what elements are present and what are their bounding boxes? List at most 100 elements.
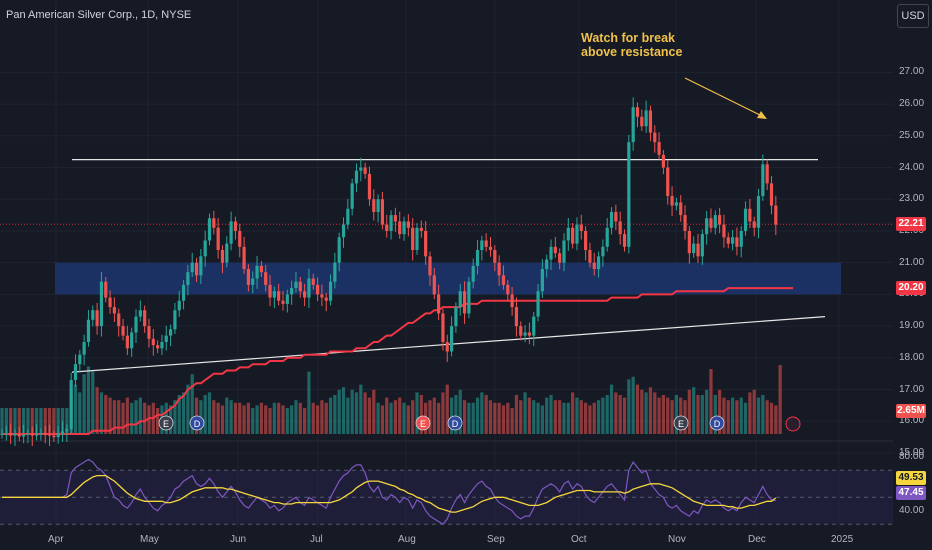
volume-bar: [78, 392, 82, 434]
candles: [0, 97, 778, 447]
volume-bar: [449, 397, 454, 434]
volume-bar: [709, 369, 713, 434]
volume-bar: [277, 402, 281, 434]
candle-body: [311, 278, 315, 285]
volume-bar: [579, 400, 583, 434]
candle-body: [743, 208, 748, 231]
candle-body: [341, 224, 346, 238]
volume-bar: [272, 402, 276, 434]
candle-body: [419, 227, 423, 231]
candle-body: [765, 164, 769, 184]
volume-bar: [121, 402, 125, 434]
volume-bar: [112, 400, 116, 434]
volume-bar: [251, 408, 255, 434]
volume-bar: [337, 389, 341, 434]
candle-body: [173, 310, 177, 330]
candle-body: [510, 294, 514, 308]
candle-body: [220, 249, 225, 263]
rsi-panel: [0, 458, 893, 526]
volume-bar: [34, 408, 39, 434]
candle-body: [437, 294, 441, 314]
volume-bar: [510, 408, 514, 434]
volume-bar: [341, 387, 346, 434]
candle-body: [156, 345, 160, 349]
candle-body: [553, 246, 557, 254]
candle-body: [752, 221, 756, 228]
candle-body: [255, 265, 259, 279]
volume-bars: [0, 365, 782, 434]
volume-bar: [635, 384, 640, 434]
candle-body: [194, 262, 199, 276]
candle-body: [372, 199, 376, 212]
candle-body: [56, 433, 60, 438]
candle-body: [618, 221, 622, 235]
volume-bar: [536, 402, 540, 434]
candle-body: [635, 107, 640, 117]
candle-body: [601, 246, 605, 257]
candle-body: [147, 326, 151, 339]
earnings-marker: [158, 415, 174, 431]
candle-body: [264, 272, 268, 285]
candle-body: [164, 335, 168, 342]
volume-bar: [324, 402, 328, 434]
time-tick: Aug: [398, 534, 416, 545]
volume-bar: [4, 408, 8, 434]
candle-body: [65, 429, 69, 432]
volume-bar: [246, 402, 251, 434]
candle-body: [290, 288, 294, 295]
volume-bar: [700, 395, 704, 434]
volume-bar: [497, 402, 501, 434]
volume-bar: [523, 392, 527, 434]
rsi-tick: 40.00: [899, 504, 925, 516]
candle-body: [393, 215, 397, 222]
volume-bar: [190, 374, 194, 434]
candle-body: [411, 227, 415, 250]
candle-body: [640, 116, 644, 127]
candle-body: [246, 269, 251, 285]
marker-label: E: [420, 419, 426, 429]
candle-body: [644, 110, 648, 127]
annotation-arrowhead: [757, 111, 767, 119]
candle-body: [756, 196, 761, 228]
volume-bar: [86, 366, 91, 434]
candle-body: [661, 154, 666, 168]
marker-label: E: [163, 419, 169, 429]
marker-label: D: [194, 419, 201, 429]
candle-body: [566, 227, 570, 241]
volume-badge: 2.65M: [896, 404, 926, 418]
volume-bar: [389, 402, 393, 434]
volume-bar: [203, 395, 207, 434]
volume-bar: [514, 395, 519, 434]
price-tick: 15.00: [899, 447, 925, 458]
candle-body: [428, 256, 432, 276]
volume-bar: [298, 402, 302, 434]
candle-body: [475, 249, 480, 266]
candle-body: [186, 272, 190, 285]
volume-bar: [666, 397, 670, 434]
volume-bar: [471, 402, 475, 434]
candle-body: [233, 221, 238, 231]
time-tick: 2025: [831, 534, 854, 545]
candle-body: [709, 218, 713, 228]
volume-bar: [480, 392, 484, 434]
candle-body: [104, 281, 108, 298]
candle-body: [532, 316, 536, 336]
candle-body: [692, 243, 696, 254]
candle-body: [627, 142, 631, 247]
candle-body: [592, 262, 596, 270]
candle-body: [212, 218, 216, 228]
candle-body: [657, 142, 661, 155]
candle-body: [562, 240, 566, 263]
candle-body: [575, 224, 579, 244]
volume-bar: [30, 408, 34, 434]
candle-body: [605, 227, 609, 247]
annotation-line-2: above resistance: [581, 45, 683, 59]
candle-body: [406, 221, 410, 228]
volume-bar: [566, 402, 570, 434]
currency-button[interactable]: USD: [897, 4, 929, 28]
volume-bar: [60, 408, 65, 434]
candle-body: [389, 215, 393, 231]
candle-body: [696, 243, 700, 257]
volume-bar: [761, 395, 765, 434]
